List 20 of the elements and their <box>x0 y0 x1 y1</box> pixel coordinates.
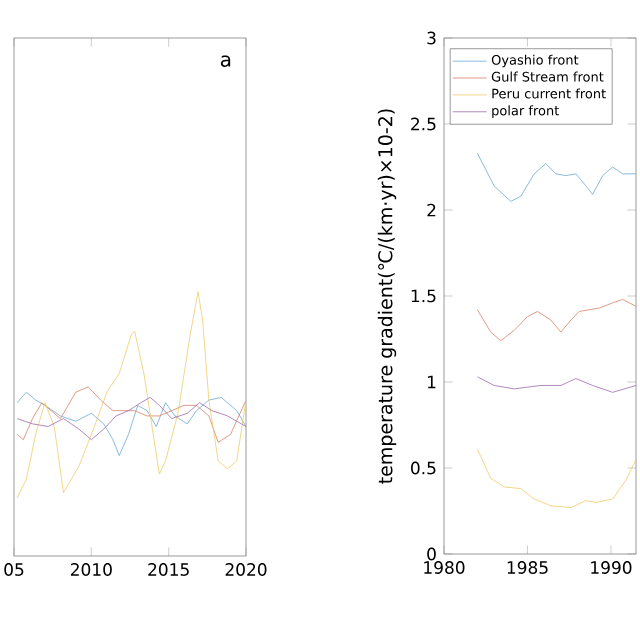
y-tick-label: 2 <box>427 203 436 217</box>
y-tick-label: 0 <box>427 547 436 561</box>
y-axis-title: temperature gradient(℃/(km·yr)×10-2) <box>377 109 397 484</box>
x-tick-label: 2020 <box>225 563 267 576</box>
y-tick-label: 0.5 <box>411 461 436 475</box>
line-series <box>477 448 637 508</box>
y-tick-label: 1 <box>428 375 436 389</box>
x-tick-label: 1985 <box>507 561 548 574</box>
x-tick-label: 05 <box>4 563 24 576</box>
y-tick-label: 1.5 <box>411 289 436 303</box>
line-series <box>477 152 637 202</box>
x-tick-label: 1990 <box>591 561 632 574</box>
line-series <box>477 299 637 342</box>
x-tick-label: 2010 <box>70 563 112 576</box>
y-tick-label: 3 <box>427 31 436 45</box>
x-tick-label: 1980 <box>424 561 465 574</box>
x-tick-label: 2015 <box>148 563 189 576</box>
line-series <box>477 376 637 393</box>
y-tick-label: 2.5 <box>411 117 436 131</box>
text: a <box>220 55 231 67</box>
